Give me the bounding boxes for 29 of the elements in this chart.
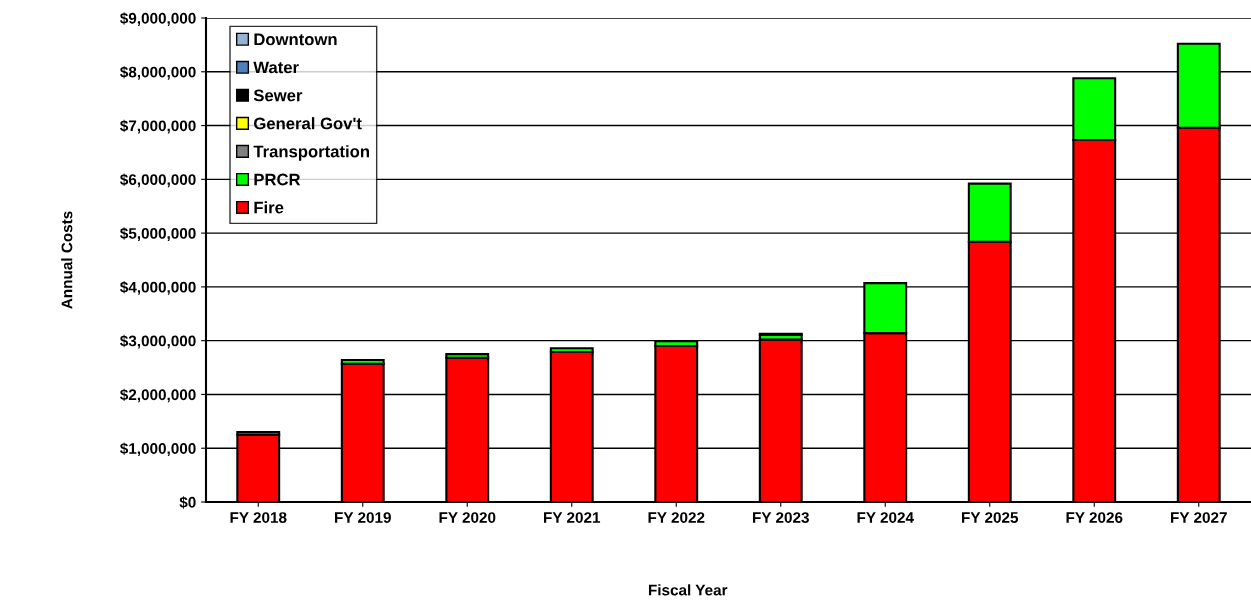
y-tick-label: $0	[179, 496, 196, 509]
y-tick-label: $2,000,000	[120, 388, 196, 403]
y-tick-label: $9,000,000	[120, 12, 196, 26]
x-tick-label: FY 2022	[648, 512, 705, 523]
y-axis-title: Annual Costs	[61, 211, 73, 309]
legend-label: PRCR	[254, 173, 301, 186]
y-tick-label: $6,000,000	[120, 173, 196, 188]
y-tick-label: $3,000,000	[120, 334, 196, 349]
y-tick-label: $4,000,000	[120, 281, 196, 295]
x-tick-label: FY 2026	[1066, 512, 1123, 523]
x-axis-title: Fiscal Year	[648, 584, 728, 596]
legend-label: Transportation	[253, 145, 369, 161]
legend-label: Sewer	[253, 89, 303, 102]
legend-label: Downtown	[254, 33, 337, 46]
legend-label: General Gov't	[254, 117, 362, 130]
y-tick-label: $5,000,000	[120, 227, 196, 242]
legend-label: Water	[253, 61, 299, 74]
x-tick-label: FY 2024	[857, 512, 914, 523]
x-tick-label: FY 2018	[230, 512, 287, 523]
y-tick-label: $1,000,000	[120, 442, 196, 457]
x-tick-label: FY 2019	[335, 512, 391, 523]
x-tick-label: FY 2023	[753, 512, 809, 523]
x-tick-label: FY 2020	[439, 512, 496, 523]
y-tick-label: $8,000,000	[120, 65, 196, 80]
x-tick-label: FY 2027	[1171, 512, 1227, 523]
legend-label: Fire	[254, 201, 284, 214]
x-tick-label: FY 2021	[544, 512, 601, 523]
y-tick-label: $7,000,000	[120, 119, 196, 134]
x-tick-label: FY 2025	[962, 512, 1019, 523]
